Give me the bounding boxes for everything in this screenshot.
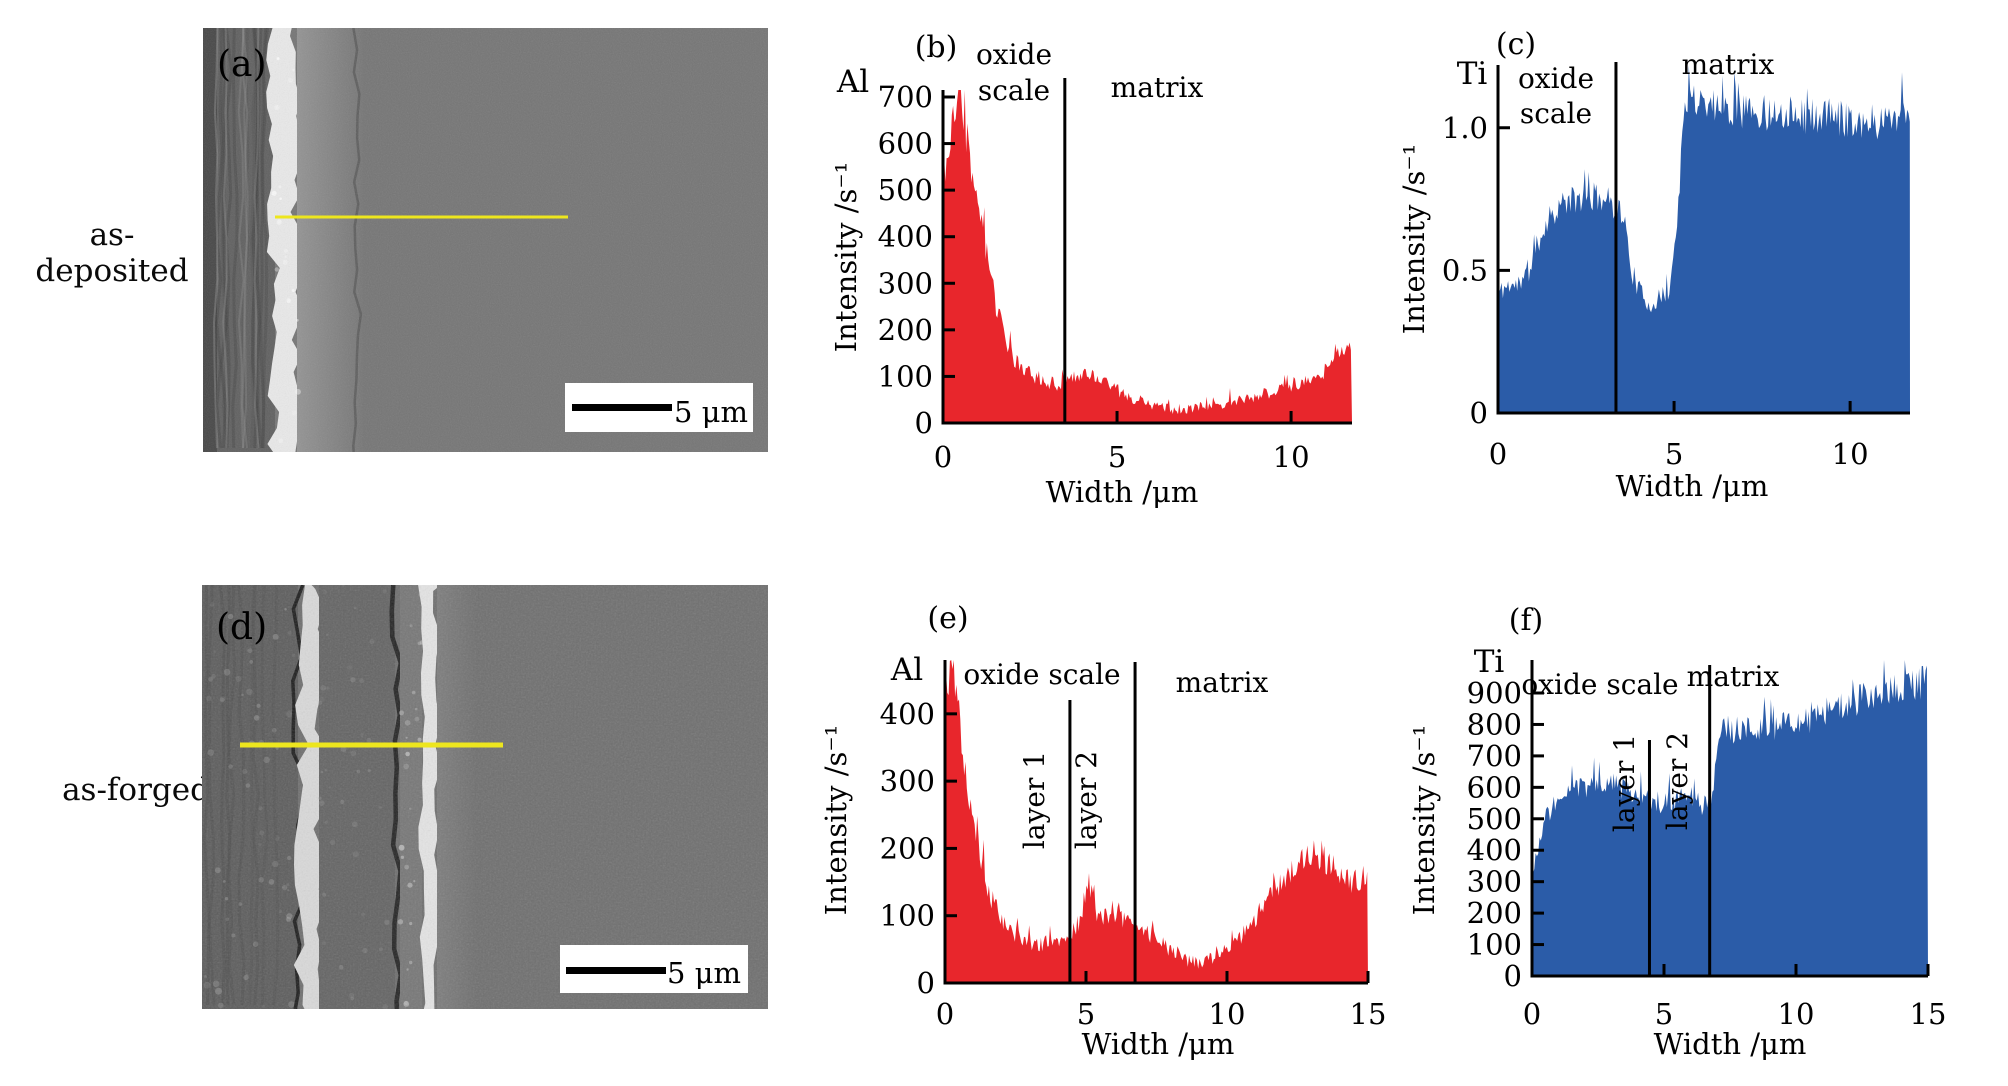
- panel-f-ti-as-forged-profile: [1533, 660, 1928, 976]
- y-tick-label: 400: [878, 220, 933, 254]
- annotation-layer-1: layer 1: [1608, 734, 1641, 832]
- annotation-oxide: oxide: [976, 38, 1052, 71]
- annotation-matrix: matrix: [1682, 48, 1775, 81]
- scalebar-label: 5 μm: [667, 956, 741, 990]
- annotation-oxide-scale: oxide scale: [1521, 668, 1678, 701]
- y-tick-label: 200: [878, 313, 933, 347]
- x-tick-label: 15: [1350, 997, 1387, 1031]
- annotation-(e): (e): [927, 601, 968, 636]
- x-tick-label: 0: [934, 440, 952, 474]
- y-tick-label: 100: [880, 899, 935, 933]
- y-tick-label: 1.0: [1442, 111, 1488, 145]
- y-axis-title: Intensity /s⁻¹: [829, 162, 863, 353]
- sem-as-forged: 5 μm (d): [202, 585, 768, 1009]
- annotation-oxide: oxide: [1518, 62, 1594, 95]
- y-tick-label: 900: [1467, 676, 1522, 710]
- annotation-layer-1: layer 1: [1018, 751, 1051, 849]
- x-tick-label: 0: [1489, 437, 1507, 471]
- panel-b-al-as-deposited: 0 100 200 300 400 500 600 700 0 5 10 (b) Al oxidescal…: [829, 30, 1352, 509]
- y-tick-label: 0: [915, 406, 933, 440]
- y-axis-title: Intensity /s⁻¹: [1397, 144, 1431, 335]
- y-tick-label: 0: [1504, 959, 1522, 993]
- sem-grain-overlay: [202, 585, 768, 1009]
- annotation-layer-2: layer 2: [1661, 732, 1694, 830]
- row-label-as-forged: as-forged: [62, 772, 210, 808]
- y-tick-label: 100: [878, 359, 933, 393]
- y-tick-label: 400: [880, 697, 935, 731]
- y-tick-label: 0: [1470, 396, 1488, 430]
- panel-c-ti-as-deposited-profile: [1499, 65, 1910, 413]
- y-axis-title: Intensity /s⁻¹: [819, 725, 853, 916]
- y-tick-label: 500: [878, 173, 933, 207]
- annotation-Ti: Ti: [1474, 644, 1505, 680]
- y-tick-label: 600: [1467, 770, 1522, 804]
- sem-as-deposited: 5 μm (a): [203, 28, 768, 452]
- x-tick-label: 10: [1832, 437, 1869, 471]
- x-tick-label: 10: [1778, 997, 1815, 1031]
- x-tick-label: 5: [1665, 437, 1683, 471]
- panel-e-al-as-forged: 0 100 200 300 400 0 5 10 15 (e)Al oxide scale matri…: [819, 601, 1386, 1061]
- y-tick-label: 300: [878, 266, 933, 300]
- x-axis-title: Width /μm: [1654, 1027, 1807, 1061]
- x-axis-title: Width /μm: [1616, 469, 1769, 503]
- y-tick-label: 400: [1467, 833, 1522, 867]
- annotation-oxide-scale: oxide scale: [963, 658, 1120, 691]
- y-tick-label: 700: [1467, 739, 1522, 773]
- y-tick-label: 500: [1467, 802, 1522, 836]
- annotation-scale: scale: [1520, 97, 1592, 130]
- x-tick-label: 10: [1273, 440, 1310, 474]
- y-tick-label: 800: [1467, 707, 1522, 741]
- x-tick-label: 10: [1209, 997, 1246, 1031]
- y-axis-title: Intensity /s⁻¹: [1407, 725, 1441, 916]
- x-tick-label: 5: [1108, 440, 1126, 474]
- annotation-matrix: matrix: [1111, 71, 1204, 104]
- y-tick-label: 0.5: [1442, 253, 1488, 287]
- annotation-matrix: matrix: [1176, 666, 1269, 699]
- scalebar-bar: [572, 404, 672, 411]
- y-tick-label: 600: [878, 127, 933, 161]
- panel-letter: (a): [217, 44, 267, 85]
- annotation-Al: Al: [890, 652, 923, 688]
- annotation-(f): (f): [1509, 603, 1544, 638]
- annotation-scale: scale: [978, 74, 1050, 107]
- y-tick-label: 200: [880, 831, 935, 865]
- x-axis-title: Width /μm: [1082, 1027, 1235, 1061]
- y-tick-label: 300: [880, 764, 935, 798]
- annotation-(c): (c): [1496, 27, 1536, 62]
- x-tick-label: 0: [1523, 997, 1541, 1031]
- annotation-layer-2: layer 2: [1070, 751, 1103, 849]
- scalebar-bar: [566, 967, 666, 974]
- x-tick-label: 5: [1655, 997, 1673, 1031]
- x-tick-label: 15: [1910, 997, 1947, 1031]
- y-tick-label: 200: [1467, 896, 1522, 930]
- annotation-Ti: Ti: [1457, 56, 1488, 92]
- y-tick-label: 300: [1467, 865, 1522, 899]
- row-label-as-deposited: as-deposited: [35, 217, 189, 289]
- annotation-(b): (b): [915, 30, 958, 65]
- annotation-Al: Al: [836, 64, 869, 100]
- y-tick-label: 700: [878, 80, 933, 114]
- x-tick-label: 0: [936, 997, 954, 1031]
- scalebar-label: 5 μm: [674, 395, 748, 429]
- x-axis-title: Width /μm: [1046, 475, 1199, 509]
- y-tick-label: 100: [1467, 928, 1522, 962]
- sem-grain-overlay: [203, 28, 768, 452]
- panel-b-al-as-deposited-profile: [944, 90, 1352, 423]
- y-tick-label: 0: [917, 966, 935, 1000]
- panel-e-al-as-forged-profile: [946, 660, 1368, 983]
- x-tick-label: 5: [1077, 997, 1095, 1031]
- annotation-matrix: matrix: [1687, 660, 1780, 693]
- panel-letter: (d): [216, 607, 267, 648]
